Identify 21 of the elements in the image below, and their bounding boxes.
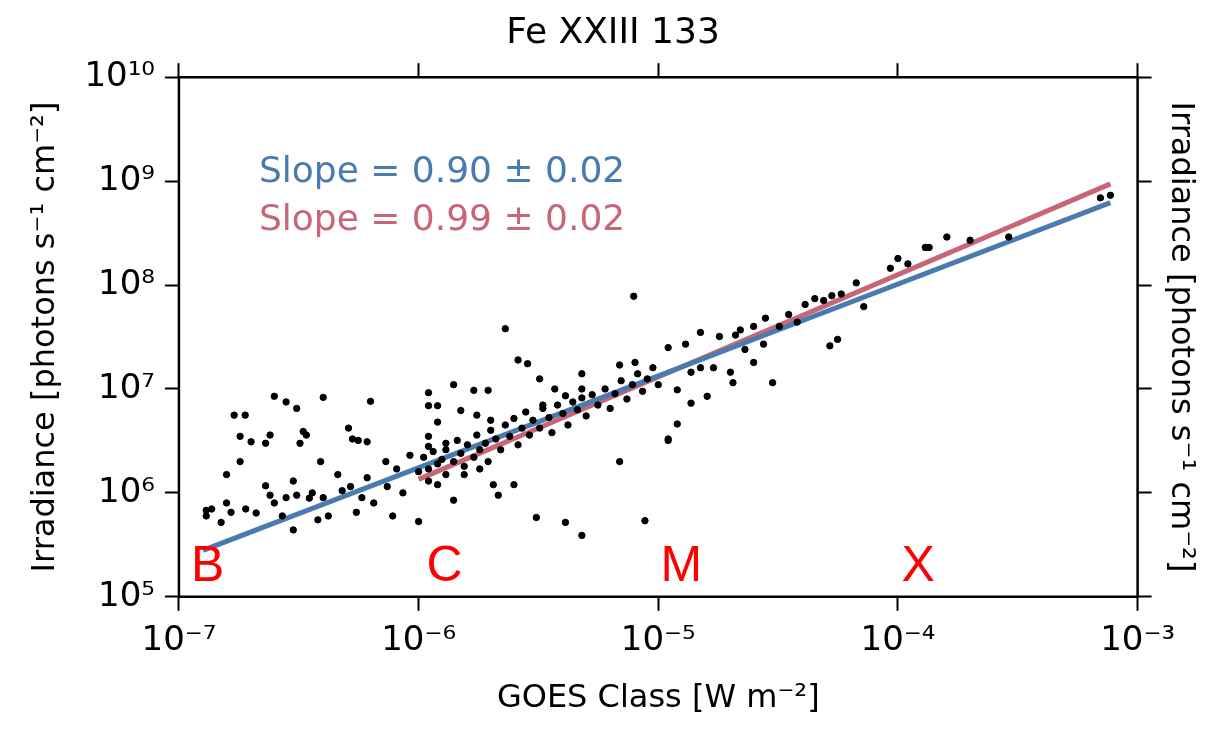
x-tick-label: 10⁻⁷ xyxy=(141,618,217,659)
y2-axis-title: Irradiance [photons s⁻¹ cm⁻²] xyxy=(1164,101,1203,573)
y-tick-label: 10⁶ xyxy=(98,469,155,510)
y-tick-label: 10⁷ xyxy=(98,365,155,406)
x-tick-label: 10⁻³ xyxy=(1100,618,1176,659)
text: Slope = 0.90 ± 0.02 xyxy=(258,148,626,190)
annotation: M xyxy=(660,535,703,592)
chart-title: Fe XXIII 133 xyxy=(506,9,720,51)
y-tick-label: 10⁹ xyxy=(98,157,155,198)
x-axis-title: GOES Class [W m⁻²] xyxy=(496,677,820,716)
x-tick-label: 10⁻⁵ xyxy=(620,618,696,659)
y-tick-label: 10⁵ xyxy=(98,573,155,614)
text: Slope = 0.99 ± 0.02 xyxy=(258,196,626,238)
y-tick-label: 10¹⁰ xyxy=(84,54,155,95)
x-tick-label: 10⁻⁶ xyxy=(381,618,457,659)
y-tick-label: 10⁸ xyxy=(98,261,155,302)
y-axis-title: Irradiance [photons s⁻¹ cm⁻²] xyxy=(23,101,62,573)
annotation: C xyxy=(426,535,463,592)
annotation: B xyxy=(191,535,225,592)
annotation: X xyxy=(901,535,935,592)
x-tick-label: 10⁻⁴ xyxy=(860,618,936,659)
